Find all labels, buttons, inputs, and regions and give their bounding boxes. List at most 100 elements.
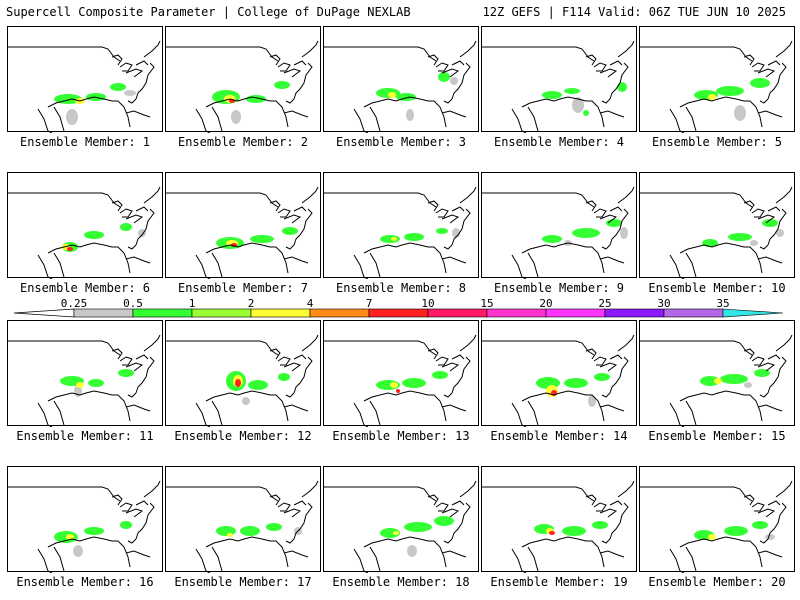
ensemble-member-map-18 <box>323 466 479 573</box>
member-caption: Ensemble Member: 14 <box>490 429 628 443</box>
map-outline-east <box>135 40 161 100</box>
parameter-contour <box>752 521 768 529</box>
map-canvas <box>482 334 635 427</box>
map-canvas <box>482 186 635 279</box>
map-outline-east <box>451 186 477 246</box>
map-outline-border <box>482 46 595 62</box>
map-outline-seaboard <box>759 538 769 544</box>
map-canvas <box>324 334 477 427</box>
parameter-contour <box>73 545 83 557</box>
map-outline-border <box>482 192 595 208</box>
map-outline-east <box>767 480 793 540</box>
map-outline-gulf <box>47 96 131 128</box>
valid-time: 12Z GEFS | F114 Valid: 06Z TUE JUN 10 20… <box>482 5 786 19</box>
map-outline-east <box>767 334 793 394</box>
colorbar-tick-label: 20 <box>539 298 552 310</box>
map-outline-gulf <box>205 96 289 128</box>
map-outline-lakes <box>269 348 307 372</box>
ensemble-member-map-17 <box>165 466 321 573</box>
member-caption: Ensemble Member: 13 <box>332 429 470 443</box>
map-outline-border <box>166 340 279 356</box>
map-outline-gulf <box>363 390 447 422</box>
map-outline-cuba <box>757 110 783 118</box>
parameter-contour <box>393 531 399 535</box>
parameter-contour <box>724 526 748 536</box>
map-outline-lakes <box>585 348 623 372</box>
parameter-contour <box>762 219 778 227</box>
parameter-contour <box>450 77 458 85</box>
map-outline-cuba <box>441 110 467 118</box>
colorbar-tick-label: 15 <box>480 298 493 310</box>
member-caption: Ensemble Member: 18 <box>332 575 470 589</box>
member-caption: Ensemble Member: 12 <box>174 429 312 443</box>
ensemble-member-map-19 <box>481 466 637 573</box>
parameter-contour <box>380 528 400 538</box>
map-outline-seaboard <box>443 392 453 398</box>
map-outline-gulf <box>47 242 131 274</box>
member-caption: Ensemble Member: 9 <box>493 281 625 295</box>
parameter-contour <box>432 371 448 379</box>
colorbar-segment <box>368 308 429 318</box>
ensemble-member-map-15 <box>639 320 795 427</box>
map-outline-lakes <box>427 200 465 224</box>
map-outline-border <box>324 46 437 62</box>
map-outline-border <box>640 486 753 502</box>
map-outline-gulf <box>205 536 289 568</box>
map-canvas <box>482 480 635 573</box>
parameter-contour <box>404 233 424 241</box>
ensemble-member-map-1 <box>7 26 163 133</box>
map-outline-cuba <box>125 550 151 558</box>
map-outline-mex <box>37 400 65 427</box>
colorbar-segment <box>250 308 311 318</box>
map-outline-mex <box>195 106 223 133</box>
parameter-contour <box>391 237 397 241</box>
map-outline-east <box>451 480 477 540</box>
map-outline-border <box>8 340 121 356</box>
map-outline-seaboard <box>127 538 137 544</box>
map-outline-lakes <box>111 54 149 78</box>
map-outline-lakes <box>427 54 465 78</box>
ensemble-member-map-13 <box>323 320 479 427</box>
parameter-contour <box>138 229 146 237</box>
map-outline-border <box>640 46 753 62</box>
map-outline-cuba <box>757 550 783 558</box>
ensemble-member-map-4 <box>481 26 637 133</box>
parameter-contour <box>700 376 720 386</box>
parameter-contour <box>620 227 628 239</box>
parameter-contour <box>380 235 400 243</box>
map-outline-seaboard <box>759 244 769 250</box>
map-outline-mex <box>195 400 223 427</box>
colorbar-tick-label: 4 <box>307 298 314 310</box>
parameter-contour <box>390 382 398 388</box>
map-outline-east <box>609 480 635 540</box>
map-canvas <box>8 480 161 573</box>
member-caption: Ensemble Member: 4 <box>493 135 625 149</box>
map-outline-lakes <box>585 54 623 78</box>
map-outline-border <box>166 486 279 502</box>
parameter-contour <box>407 545 417 557</box>
parameter-contour <box>278 373 290 381</box>
ensemble-member-map-6 <box>7 172 163 279</box>
map-outline-lakes <box>269 200 307 224</box>
member-caption: Ensemble Member: 8 <box>335 281 467 295</box>
colorbar-tick-label: 7 <box>366 298 373 310</box>
ensemble-member-map-10 <box>639 172 795 279</box>
map-outline-gulf <box>521 536 605 568</box>
map-outline-gulf <box>521 96 605 128</box>
parameter-contour <box>250 235 274 243</box>
parameter-contour <box>282 227 298 235</box>
map-outline-lakes <box>269 494 307 518</box>
parameter-contour <box>266 523 282 531</box>
map-outline-gulf <box>363 96 447 128</box>
map-outline-cuba <box>125 404 151 412</box>
parameter-contour <box>438 72 450 82</box>
ensemble-member-map-2 <box>165 26 321 133</box>
colorbar-tick-label: 10 <box>421 298 434 310</box>
map-outline-cuba <box>599 550 625 558</box>
map-outline-east <box>293 40 319 100</box>
map-outline-border <box>482 340 595 356</box>
parameter-contour <box>404 522 432 532</box>
map-outline-lakes <box>269 54 307 78</box>
parameter-contour <box>436 228 448 234</box>
map-outline-cuba <box>283 256 309 264</box>
